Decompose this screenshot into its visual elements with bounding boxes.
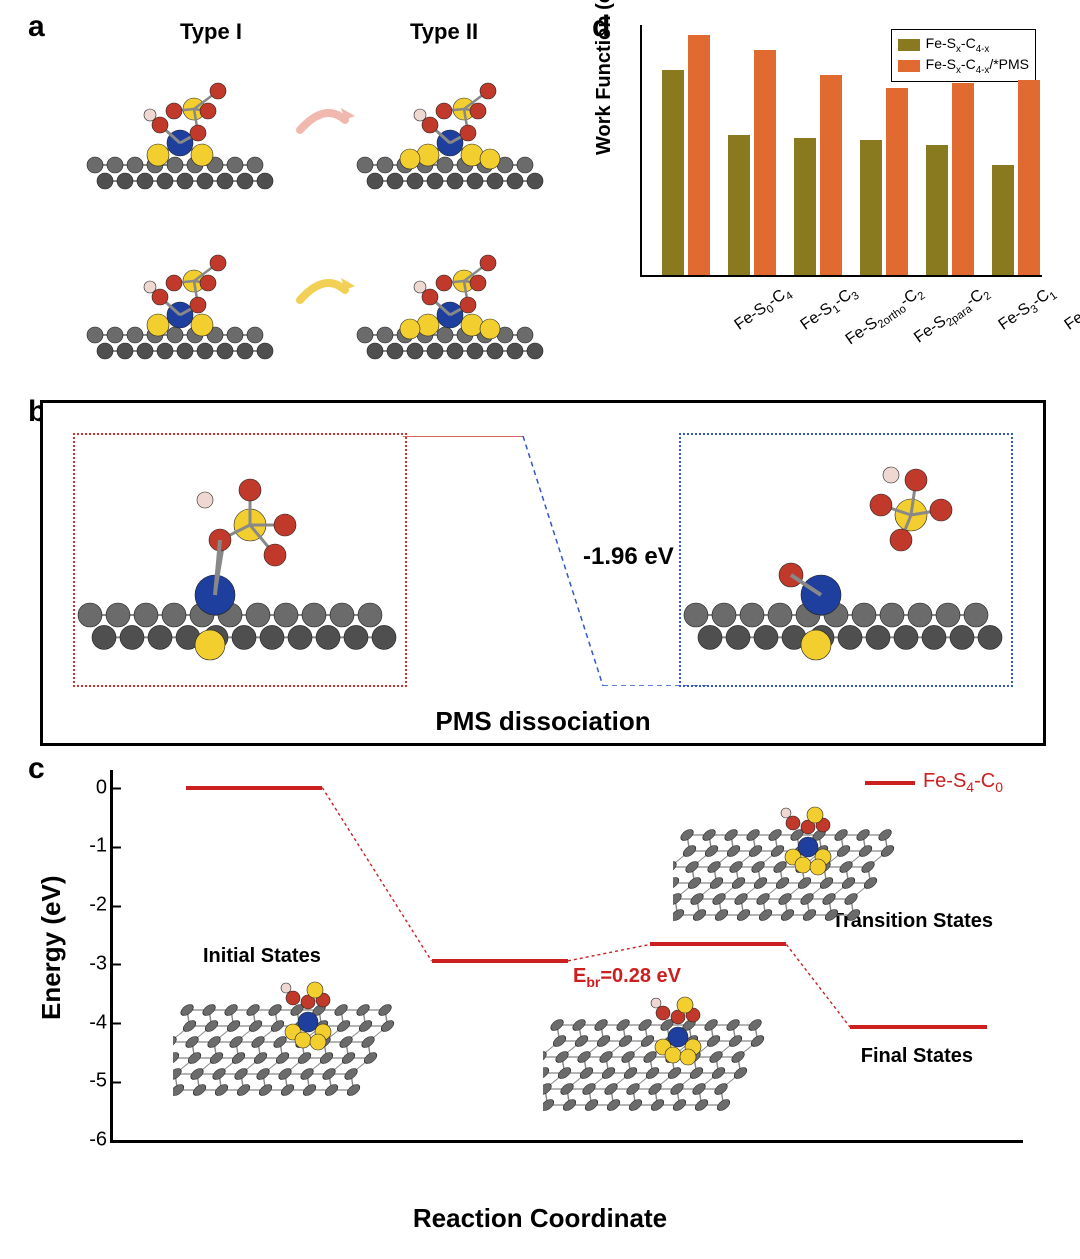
c-ytick: -6 xyxy=(57,1129,113,1152)
mol-type1-row1 xyxy=(80,55,280,205)
bar-s2-3 xyxy=(886,88,908,276)
panel-b-dissociation: -1.96 eV PMS dissociation xyxy=(40,400,1046,746)
bar-s1-1 xyxy=(728,135,750,275)
figure: a b c d Type I Type II Work Function (eV… xyxy=(0,0,1080,1259)
bar-s2-5 xyxy=(1018,80,1040,275)
panel-a-molecules: Type I Type II xyxy=(40,25,580,385)
b-caption: PMS dissociation xyxy=(43,706,1043,737)
d-legend-s1: Fe-Sx-C4-x xyxy=(926,35,990,55)
bar-s2-1 xyxy=(754,50,776,275)
bar-s2-4 xyxy=(952,83,974,276)
mol-type1-row2 xyxy=(80,225,280,375)
mol-type2-row1 xyxy=(350,55,550,205)
d-y-axis-label: Work Function (eV) xyxy=(593,0,616,155)
panel-d-barchart: Work Function (eV) Fe-Sx-C4-x Fe-Sx-C4-x… xyxy=(595,15,1055,365)
c-ytick: -2 xyxy=(57,894,113,917)
c-x-axis-label: Reaction Coordinate xyxy=(40,1203,1040,1234)
b-initial-state xyxy=(73,433,407,687)
arrow-top xyxy=(295,100,355,140)
c-ytick: -5 xyxy=(57,1070,113,1093)
bar-s1-3 xyxy=(860,140,882,275)
c-ytick: -1 xyxy=(57,835,113,858)
bar-s1-0 xyxy=(662,70,684,275)
b-delta-e: -1.96 eV xyxy=(583,543,674,571)
bar-s1-5 xyxy=(992,165,1014,275)
panel-c-energy-profile: Energy (eV) Fe-S4-C0 Initial States Tran… xyxy=(40,760,1040,1200)
c-ytick: -4 xyxy=(57,1011,113,1034)
c-ytick: -3 xyxy=(57,952,113,975)
panel-a-type2-label: Type II xyxy=(410,19,478,45)
bar-s1-2 xyxy=(794,138,816,276)
d-legend: Fe-Sx-C4-x Fe-Sx-C4-x/*PMS xyxy=(891,29,1036,82)
d-plot-area: Fe-Sx-C4-x Fe-Sx-C4-x/*PMS xyxy=(640,25,1042,277)
c-plot-area: Fe-S4-C0 Initial States Transition State… xyxy=(110,770,1023,1143)
panel-a-type1-label: Type I xyxy=(180,19,242,45)
arrow-bottom xyxy=(295,270,355,310)
bar-s2-2 xyxy=(820,75,842,275)
bar-s1-4 xyxy=(926,145,948,275)
mol-type2-row2 xyxy=(350,225,550,375)
c-ytick: 0 xyxy=(57,776,113,799)
d-legend-s2: Fe-Sx-C4-x/*PMS xyxy=(926,56,1029,76)
b-final-state xyxy=(679,433,1013,687)
bar-s2-0 xyxy=(688,35,710,275)
